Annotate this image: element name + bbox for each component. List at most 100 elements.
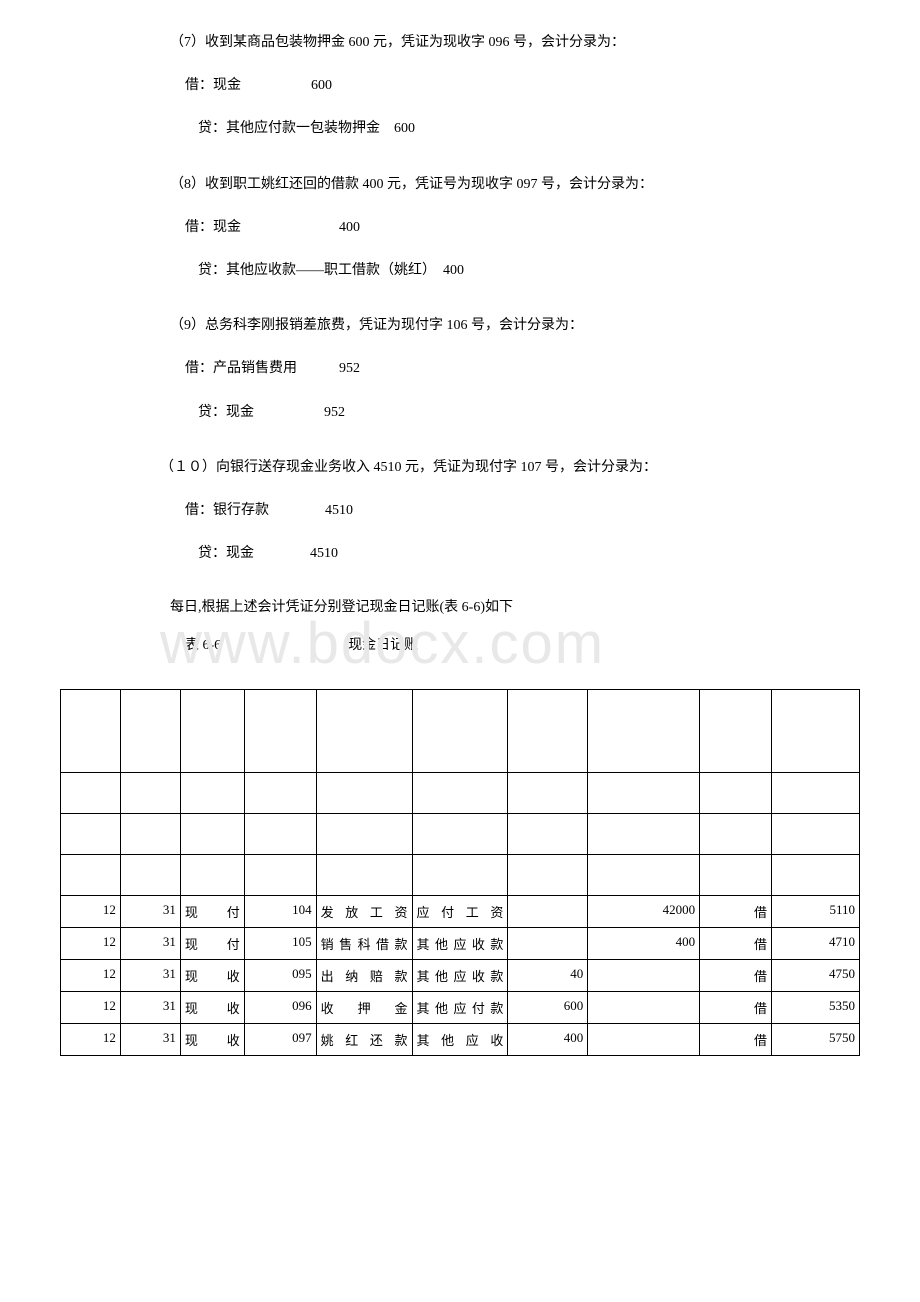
table-cell — [244, 690, 316, 773]
table-cell: 姚红还款 — [316, 1024, 412, 1056]
table-cell — [508, 690, 588, 773]
table-cell: 31 — [120, 928, 180, 960]
table-cell — [120, 855, 180, 896]
entry-8-credit: 贷：其他应收款——职工借款（姚红） 400 — [70, 258, 850, 283]
table-cell — [588, 1024, 700, 1056]
table-cell: 销售科借款 — [316, 928, 412, 960]
table-title: 现金日记账 — [348, 638, 418, 653]
table-cell — [700, 814, 772, 855]
table-cell — [180, 814, 244, 855]
table-row — [61, 690, 860, 773]
table-cell — [120, 690, 180, 773]
entry-9-header: （9）总务科李刚报销差旅费，凭证为现付字 106 号，会计分录为： — [70, 313, 850, 338]
table-cell: 4750 — [772, 960, 860, 992]
table-cell: 5750 — [772, 1024, 860, 1056]
table-cell: 31 — [120, 992, 180, 1024]
table-cell — [316, 855, 412, 896]
table-cell — [588, 690, 700, 773]
table-cell: 现收 — [180, 992, 244, 1024]
entry-8-header: （8）收到职工姚红还回的借款 400 元，凭证号为现收字 097 号，会计分录为… — [70, 172, 850, 197]
table-cell: 出纳赔款 — [316, 960, 412, 992]
table-cell: 借 — [700, 896, 772, 928]
table-cell — [508, 855, 588, 896]
table-cell — [588, 773, 700, 814]
table-cell: 收押金 — [316, 992, 412, 1024]
table-cell: 31 — [120, 960, 180, 992]
table-cell: 600 — [508, 992, 588, 1024]
table-cell — [508, 773, 588, 814]
table-cell: 105 — [244, 928, 316, 960]
table-row: 1231现收097姚红还款其他应收400借5750 — [61, 1024, 860, 1056]
table-cell — [588, 855, 700, 896]
table-cell — [588, 960, 700, 992]
table-cell — [700, 690, 772, 773]
entry-10-header: （１０）向银行送存现金业务收入 4510 元，凭证为现付字 107 号，会计分录… — [70, 455, 850, 480]
table-row: 1231现付104发放工资应付工资42000借5110 — [61, 896, 860, 928]
table-cell: 400 — [588, 928, 700, 960]
table-cell: 借 — [700, 928, 772, 960]
table-cell — [61, 773, 121, 814]
table-cell — [180, 773, 244, 814]
table-cell — [120, 773, 180, 814]
table-cell: 12 — [61, 960, 121, 992]
table-cell: 4710 — [772, 928, 860, 960]
table-cell: 097 — [244, 1024, 316, 1056]
table-cell — [120, 814, 180, 855]
table-row — [61, 773, 860, 814]
table-cell: 31 — [120, 1024, 180, 1056]
table-cell — [412, 690, 508, 773]
table-cell — [244, 855, 316, 896]
table-cell — [412, 773, 508, 814]
table-cell: 42000 — [588, 896, 700, 928]
table-cell: 12 — [61, 896, 121, 928]
table-cell: 其他应收款 — [412, 960, 508, 992]
table-cell — [316, 814, 412, 855]
table-cell — [316, 690, 412, 773]
table-label: 表 6-6 — [185, 638, 221, 653]
table-cell: 其他应收 — [412, 1024, 508, 1056]
table-cell — [772, 814, 860, 855]
table-cell — [61, 814, 121, 855]
table-cell: 现收 — [180, 1024, 244, 1056]
table-cell: 现付 — [180, 928, 244, 960]
table-row: 1231现付105销售科借款其他应收款 400借4710 — [61, 928, 860, 960]
table-cell — [316, 773, 412, 814]
table-cell — [508, 928, 588, 960]
table-cell — [772, 855, 860, 896]
table-cell: 104 — [244, 896, 316, 928]
table-cell: 400 — [508, 1024, 588, 1056]
table-cell — [61, 855, 121, 896]
table-cell — [244, 814, 316, 855]
table-row: 1231现收096收押金其他应付款600借5350 — [61, 992, 860, 1024]
table-cell — [61, 690, 121, 773]
entry-7-credit: 贷：其他应付款一包装物押金 600 — [70, 116, 850, 141]
entry-9-debit: 借：产品销售费用 952 — [70, 356, 850, 381]
table-cell: 40 — [508, 960, 588, 992]
entry-7-header: （7）收到某商品包装物押金 600 元，凭证为现收字 096 号，会计分录为： — [70, 30, 850, 55]
table-cell: 12 — [61, 928, 121, 960]
table-cell — [700, 773, 772, 814]
table-cell: 借 — [700, 960, 772, 992]
table-cell — [508, 814, 588, 855]
entry-9-credit: 贷：现金 952 — [70, 400, 850, 425]
table-cell — [412, 855, 508, 896]
entry-10-debit: 借：银行存款 4510 — [70, 498, 850, 523]
table-cell: 现付 — [180, 896, 244, 928]
table-row: 1231现收095出纳赔款其他应收款40借4750 — [61, 960, 860, 992]
cash-journal-table: 1231现付104发放工资应付工资42000借51101231现付105销售科借… — [60, 689, 860, 1056]
table-cell — [244, 773, 316, 814]
table-cell — [772, 690, 860, 773]
table-cell: 12 — [61, 1024, 121, 1056]
table-cell: 5110 — [772, 896, 860, 928]
entry-8-debit: 借：现金 400 — [70, 215, 850, 240]
table-cell — [180, 855, 244, 896]
footer-text: 每日,根据上述会计凭证分别登记现金日记账(表 6-6)如下 — [70, 596, 850, 616]
table-cell: 096 — [244, 992, 316, 1024]
table-cell: 其他应付款 — [412, 992, 508, 1024]
table-cell: 其他应收款 — [412, 928, 508, 960]
table-cell — [412, 814, 508, 855]
entry-10-credit: 贷：现金 4510 — [70, 541, 850, 566]
table-cell — [508, 896, 588, 928]
table-cell: 5350 — [772, 992, 860, 1024]
table-cell — [700, 855, 772, 896]
